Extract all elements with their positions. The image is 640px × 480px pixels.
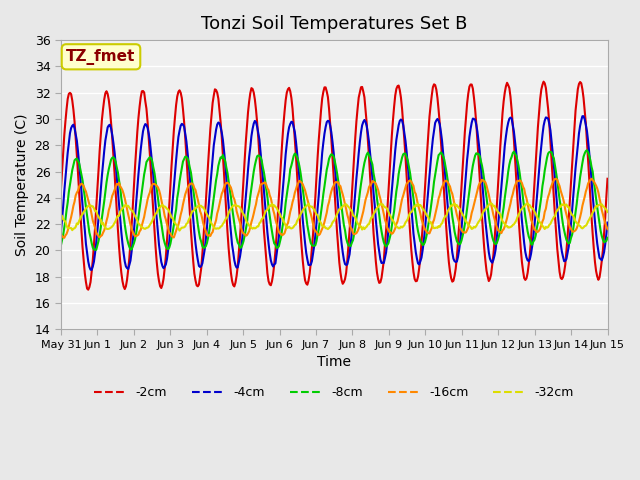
-16cm (228, 189, 236, 194)
-32cm (57, 212, 65, 218)
-32cm (364, 222, 372, 228)
-2cm (364, 136, 372, 142)
-32cm (228, 204, 236, 210)
Y-axis label: Soil Temperature (C): Soil Temperature (C) (15, 113, 29, 256)
-32cm (487, 201, 495, 206)
-32cm (390, 219, 398, 225)
-32cm (460, 214, 468, 219)
-4cm (88, 267, 95, 273)
-32cm (176, 228, 184, 233)
-16cm (60, 235, 68, 241)
-4cm (364, 130, 372, 136)
-16cm (588, 176, 595, 181)
-2cm (57, 188, 65, 194)
-16cm (460, 229, 468, 235)
-4cm (289, 119, 296, 125)
-2cm (540, 79, 547, 84)
Title: Tonzi Soil Temperatures Set B: Tonzi Soil Temperatures Set B (201, 15, 467, 33)
Text: TZ_fmet: TZ_fmet (67, 49, 136, 65)
-8cm (364, 150, 372, 156)
Line: -4cm: -4cm (61, 116, 607, 270)
-2cm (604, 176, 611, 181)
-8cm (289, 158, 296, 164)
X-axis label: Time: Time (317, 355, 351, 369)
Line: -2cm: -2cm (61, 82, 607, 289)
-2cm (460, 147, 468, 153)
-16cm (604, 227, 611, 232)
Line: -16cm: -16cm (61, 179, 607, 238)
-2cm (556, 269, 563, 275)
-4cm (555, 218, 563, 224)
-8cm (460, 228, 468, 234)
-2cm (228, 278, 236, 284)
-32cm (556, 204, 563, 210)
-4cm (390, 160, 398, 166)
-8cm (604, 235, 611, 240)
-2cm (390, 104, 398, 110)
Legend: -2cm, -4cm, -8cm, -16cm, -32cm: -2cm, -4cm, -8cm, -16cm, -32cm (90, 381, 579, 404)
-2cm (84, 287, 92, 292)
-16cm (390, 228, 398, 234)
-16cm (57, 231, 65, 237)
-8cm (583, 147, 591, 153)
-8cm (390, 208, 398, 214)
-8cm (57, 243, 65, 249)
-4cm (604, 220, 611, 226)
-8cm (92, 247, 100, 252)
-16cm (555, 180, 563, 186)
-32cm (289, 225, 296, 231)
-8cm (555, 188, 563, 193)
Line: -8cm: -8cm (61, 150, 607, 250)
Line: -32cm: -32cm (61, 204, 607, 230)
-32cm (604, 209, 611, 215)
-16cm (289, 199, 296, 205)
-4cm (460, 200, 468, 205)
-4cm (580, 113, 588, 119)
-4cm (228, 241, 236, 247)
-8cm (228, 204, 236, 210)
-4cm (57, 230, 65, 236)
-2cm (289, 106, 296, 111)
-16cm (364, 190, 372, 195)
